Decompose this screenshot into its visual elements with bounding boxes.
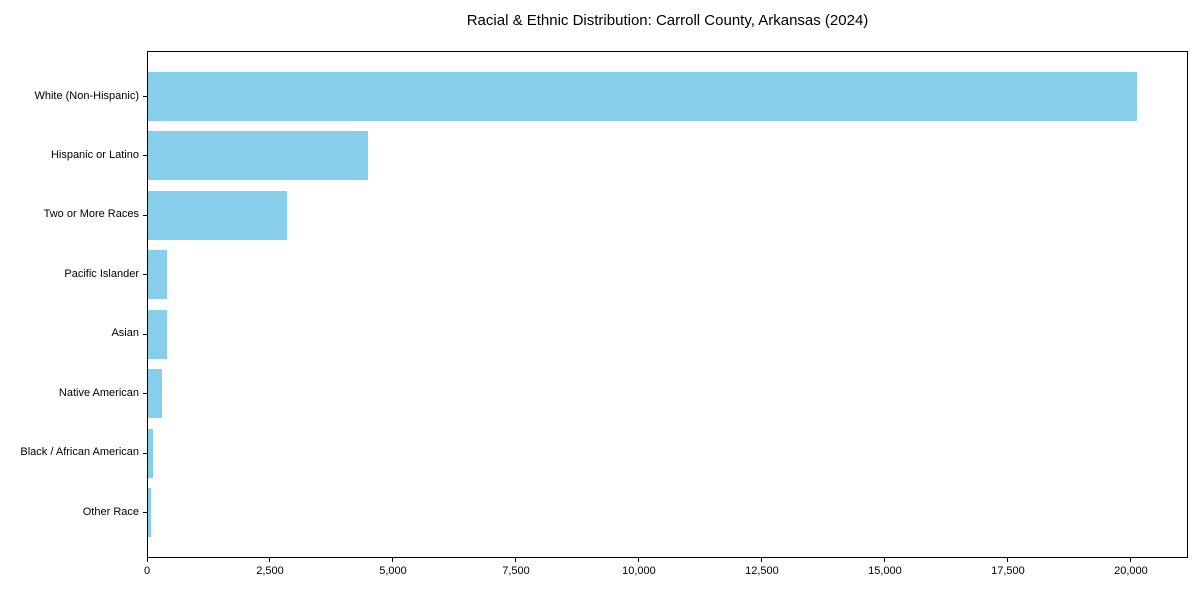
chart-title: Racial & Ethnic Distribution: Carroll Co…: [466, 12, 869, 29]
x-tick-mark: [269, 558, 271, 562]
x-tick-label-12500: 12,500: [745, 565, 779, 577]
x-tick-mark: [392, 558, 394, 562]
y-tick-mark: [143, 333, 147, 335]
x-tick-mark: [638, 558, 640, 562]
y-tick-label-asian: Asian: [111, 327, 139, 340]
y-tick-mark: [143, 393, 147, 395]
y-tick-mark: [143, 274, 147, 276]
y-tick-mark: [143, 452, 147, 454]
x-tick-mark: [146, 558, 148, 562]
y-tick-mark: [143, 214, 147, 216]
bar-white-non-hispanic: [148, 72, 1137, 121]
bar-native-american: [148, 369, 163, 419]
x-tick-label-20000: 20,000: [1114, 565, 1148, 577]
x-tick-mark: [1007, 558, 1009, 562]
x-tick-label-5000: 5,000: [379, 565, 407, 577]
y-tick-mark: [143, 512, 147, 513]
bar-black-african-american: [148, 428, 153, 478]
y-tick-label-white-non-hispanic: White (Non-Hispanic): [34, 89, 139, 102]
y-tick-label-pacific-islander: Pacific Islander: [64, 267, 139, 280]
y-tick-mark: [143, 155, 147, 157]
x-tick-label-7500: 7,500: [502, 565, 530, 577]
y-tick-label-hispanic-or-latino: Hispanic or Latino: [50, 148, 139, 161]
y-tick-mark: [143, 96, 147, 97]
x-tick-mark: [515, 558, 517, 562]
bar-hispanic-or-latino: [148, 131, 368, 181]
x-tick-label-0: 0: [143, 565, 151, 577]
y-tick-label-black-african-american: Black / African American: [20, 446, 139, 459]
bar-pacific-islander: [148, 250, 167, 300]
bar-other-race: [148, 488, 151, 537]
bar-asian: [148, 309, 168, 359]
x-tick-mark: [1130, 558, 1132, 562]
y-tick-label-other-race: Other Race: [82, 505, 139, 518]
x-tick-mark: [761, 558, 763, 562]
x-tick-label-15000: 15,000: [868, 565, 902, 577]
bar-two-or-more-races: [148, 190, 288, 240]
plot-area: [147, 51, 1188, 558]
y-tick-label-two-or-more-races: Two or More Races: [43, 208, 139, 221]
x-tick-label-2500: 2,500: [256, 565, 284, 577]
x-tick-label-10000: 10,000: [622, 565, 656, 577]
y-tick-label-native-american: Native American: [58, 386, 139, 399]
x-tick-label-17500: 17,500: [991, 565, 1025, 577]
x-tick-mark: [884, 558, 886, 562]
